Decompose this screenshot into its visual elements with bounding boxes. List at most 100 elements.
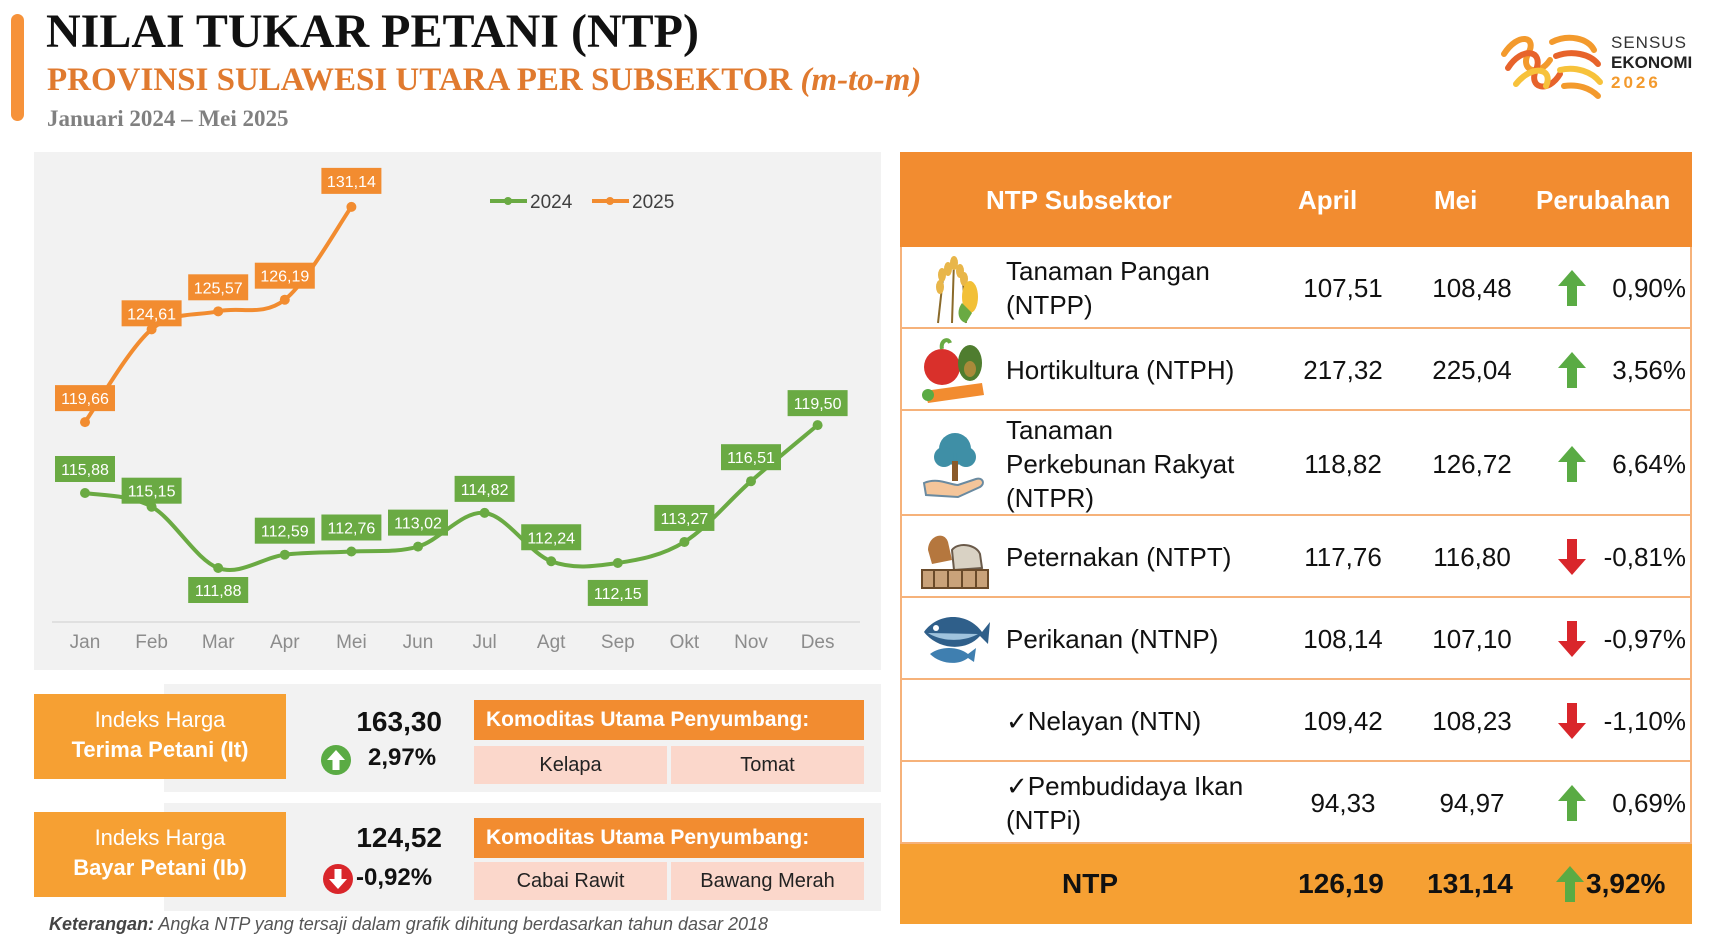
table-header: NTP Subsektor April Mei Perubahan	[900, 152, 1692, 247]
total-label: NTP	[1062, 868, 1118, 899]
down-circle-icon	[323, 864, 353, 894]
row-change-value: -0,81%	[1603, 542, 1686, 572]
x-tick-label: Sep	[601, 632, 635, 653]
table-row: ✓Pembudidaya Ikan (NTPi) 94,33 94,97 0,69%	[900, 762, 1692, 844]
data-label-box-2024	[388, 509, 448, 536]
data-label-2024: 112,59	[261, 524, 309, 541]
up-arrow-icon	[1558, 352, 1586, 388]
index-value-it: 163,30	[356, 706, 442, 737]
up-arrow-icon	[1558, 270, 1586, 306]
data-label-box-2024	[587, 579, 648, 606]
data-label-2025: 124,61	[127, 306, 176, 323]
row-april-value: 109,42	[1303, 706, 1383, 736]
row-subsektor-name: Peternakan (NTPT)	[1006, 542, 1232, 572]
row-april-value: 117,76	[1304, 542, 1382, 572]
data-label-2024: 115,15	[128, 484, 176, 501]
row-april-value: 217,32	[1303, 355, 1383, 385]
data-point-2025	[346, 201, 357, 212]
row-subsektor-name: ✓Pembudidaya Ikan (NTPi)	[1006, 771, 1244, 835]
data-point-2024	[346, 546, 357, 557]
x-tick-label: Jan	[70, 632, 101, 653]
data-point-2025	[80, 417, 90, 428]
komoditas-header-ib: Komoditas Utama Penyumbang:	[474, 818, 864, 858]
data-label-box-2024	[254, 517, 315, 544]
row-mei-value: 225,04	[1432, 355, 1512, 385]
data-point-2024	[679, 536, 690, 547]
x-tick-label: Agt	[537, 632, 566, 653]
data-point-2024	[746, 476, 756, 487]
x-tick-label: Jul	[472, 632, 496, 653]
series-line-2024	[83, 423, 820, 572]
total-mei: 131,14	[1427, 868, 1513, 899]
up-arrow-icon	[1558, 785, 1586, 821]
up-arrow-icon	[1556, 866, 1584, 902]
row-april-value: 108,14	[1303, 624, 1383, 654]
row-change-value: 6,64%	[1612, 448, 1686, 479]
legend-label-2024: 2024	[530, 192, 573, 213]
data-point-2024	[546, 556, 557, 567]
data-label-2025: 126,19	[260, 269, 309, 286]
data-label-2025: 125,57	[194, 280, 243, 297]
data-point-2024	[413, 541, 423, 552]
data-label-2024: 113,27	[661, 511, 709, 528]
wheat-corn-icon	[918, 251, 992, 325]
row-mei-value: 126,72	[1432, 448, 1512, 479]
data-label-2024: 119,50	[794, 396, 842, 413]
row-mei-value: 116,80	[1433, 542, 1511, 572]
row-mei-value: 108,48	[1432, 273, 1512, 303]
row-mei-value: 108,23	[1432, 706, 1512, 736]
row-change-value: -0,97%	[1603, 624, 1686, 654]
komoditas-item: Kelapa	[474, 746, 667, 784]
data-label-box-2024	[521, 524, 582, 551]
x-tick-label: Mar	[202, 632, 235, 653]
data-label-box-2025	[188, 274, 249, 301]
data-label-box-2025	[254, 262, 315, 289]
table-row: ✓Nelayan (NTN) 109,42 108,23 -1,10%	[900, 680, 1692, 762]
data-label-box-2024	[321, 514, 382, 541]
data-point-2024	[146, 501, 157, 512]
row-april-value: 118,82	[1304, 448, 1382, 479]
data-label-2024: 114,82	[461, 482, 509, 499]
data-label-box-2024	[188, 577, 249, 603]
legend-label-2025: 2025	[632, 192, 674, 213]
data-point-2024	[279, 549, 290, 560]
data-point-2024	[213, 563, 224, 573]
down-arrow-icon	[1558, 539, 1586, 575]
table-row: Peternakan (NTPT) 117,76 116,80 -0,81%	[900, 516, 1692, 598]
data-label-2024: 112,76	[328, 521, 376, 538]
x-tick-label: Mei	[336, 632, 367, 653]
data-label-box-2024	[787, 390, 848, 417]
row-mei-value: 94,97	[1439, 788, 1505, 818]
row-april-value: 94,33	[1310, 788, 1376, 818]
page-subtitle: PROVINSI SULAWESI UTARA PER SUBSEKTOR (m…	[47, 62, 922, 98]
data-label-box-2024	[654, 504, 715, 531]
ntp-line-chart: 2024 2025 Jan Feb Mar Apr Mei Jun Jul Agt Sep Okt…	[34, 152, 881, 670]
data-label-box-2024	[454, 475, 515, 502]
row-subsektor-name: ✓Nelayan (NTN)	[1006, 706, 1202, 736]
row-change-value: 0,90%	[1612, 273, 1686, 303]
row-subsektor-name: Tanaman Pangan (NTPP)	[1006, 256, 1210, 320]
table-row: Perikanan (NTNP) 108,14 107,10 -0,97%	[900, 598, 1692, 680]
logo-wordmark: SENSUS EKONOMI 2026	[1611, 33, 1693, 92]
data-label-box-2025	[321, 167, 382, 194]
index-label-it: Indeks Harga Terima Petani (It)	[34, 694, 286, 779]
chart-legend: 2024 2025	[490, 192, 674, 213]
footnote: Keterangan: Angka NTP yang tersaji dalam…	[49, 914, 769, 934]
data-label-2025: 131,14	[327, 174, 376, 191]
fish-icon	[918, 602, 992, 676]
data-point-2025	[213, 306, 224, 317]
row-change-value: 3,56%	[1612, 355, 1686, 385]
table-total-row: NTP 126,19 131,14 3,92%	[900, 844, 1692, 924]
data-point-2024	[80, 488, 90, 498]
x-tick-label: Nov	[734, 632, 768, 653]
komoditas-item: Bawang Merah	[671, 862, 864, 900]
title-accent-bar	[11, 14, 24, 121]
data-point-2025	[146, 324, 157, 335]
data-label-2024: 115,88	[61, 462, 109, 479]
data-label-2024: 111,88	[195, 583, 242, 600]
data-label-2024: 112,15	[594, 586, 642, 603]
fruits-vegetables-icon	[918, 333, 992, 407]
table-row: Tanaman Perkebunan Rakyat (NTPR) 118,82 126,…	[900, 411, 1692, 516]
komoditas-item: Cabai Rawit	[474, 862, 667, 900]
x-tick-label: Apr	[270, 632, 300, 653]
